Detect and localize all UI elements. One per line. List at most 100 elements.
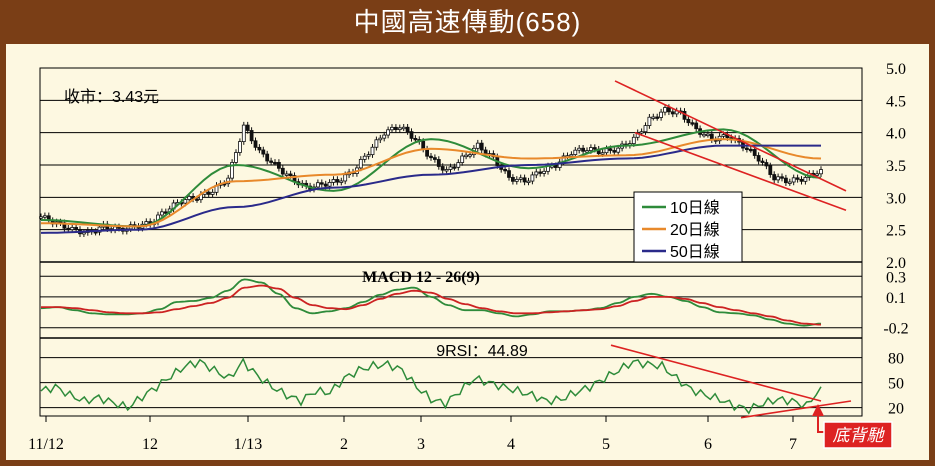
candle-body xyxy=(585,150,589,153)
candle-body xyxy=(429,155,433,159)
candle-body xyxy=(448,166,453,170)
candle-body xyxy=(507,170,511,178)
candle-body xyxy=(230,162,235,179)
candle-body xyxy=(780,176,784,179)
candle-body xyxy=(374,139,379,148)
candle-body xyxy=(530,174,535,182)
candle-body xyxy=(70,227,75,231)
candle-body xyxy=(159,211,164,216)
ma-line xyxy=(40,128,822,228)
rsi-tick-label: 20 xyxy=(888,401,904,418)
macd-title: MACD 12 - 26(9) xyxy=(362,269,480,286)
candle-body xyxy=(616,147,621,153)
x-tick-label: 7 xyxy=(789,436,797,453)
rsi-tick-label: 80 xyxy=(888,351,904,368)
candle-body xyxy=(390,126,394,131)
candle-body xyxy=(475,142,480,149)
candle-body xyxy=(569,154,574,157)
candle-body xyxy=(323,183,328,187)
candle-body xyxy=(195,198,199,201)
price-tick-label: 2.0 xyxy=(886,255,906,272)
candle-body xyxy=(608,148,613,151)
candle-body xyxy=(319,182,324,185)
candle-body xyxy=(288,173,293,176)
price-tick-label: 3.0 xyxy=(886,190,906,207)
candle-body xyxy=(768,165,773,175)
candle-body xyxy=(257,146,262,151)
candle-body xyxy=(791,177,796,183)
candle-body xyxy=(694,122,699,130)
candle-body xyxy=(378,137,383,141)
candle-body xyxy=(819,169,823,175)
rsi-trend-line-lower xyxy=(740,400,852,419)
candle-body xyxy=(553,165,558,168)
candle-body xyxy=(647,116,652,126)
x-tick-label: 1/13 xyxy=(234,436,262,453)
candle-body xyxy=(413,137,418,141)
candle-body xyxy=(787,181,792,184)
candle-body xyxy=(612,150,617,153)
candle-body xyxy=(343,174,348,182)
candle-body xyxy=(206,191,211,195)
candle-body xyxy=(468,154,472,157)
candle-body xyxy=(358,158,363,169)
candle-body xyxy=(464,154,469,158)
candle-body xyxy=(745,147,749,150)
candle-body xyxy=(514,179,519,182)
candle-body xyxy=(670,111,675,115)
candle-body xyxy=(534,171,539,176)
macd-tick-label: -0.2 xyxy=(883,321,908,338)
candle-body xyxy=(721,134,726,137)
candle-body xyxy=(183,199,188,204)
candle-body xyxy=(234,152,238,163)
candle-body xyxy=(66,227,71,231)
macd-line xyxy=(41,284,821,326)
candle-body xyxy=(43,215,47,218)
candle-body xyxy=(284,173,289,176)
candle-body xyxy=(542,170,546,174)
candle-body xyxy=(397,127,402,131)
legend-label: 20日線 xyxy=(670,221,720,239)
candle-body xyxy=(187,196,192,200)
candle-body xyxy=(795,177,800,180)
candle-body xyxy=(756,155,761,162)
candle-body xyxy=(592,147,597,150)
candle-body xyxy=(522,177,527,183)
price-tick-label: 3.5 xyxy=(886,158,906,175)
candle-body xyxy=(440,166,445,171)
candle-body xyxy=(273,161,277,165)
trend-line-upper xyxy=(614,80,847,192)
candle-body xyxy=(479,142,484,151)
x-tick-label: 12 xyxy=(142,436,158,453)
candle-body xyxy=(600,152,605,155)
candle-body xyxy=(409,131,414,139)
annotation-box xyxy=(823,421,893,449)
candle-body xyxy=(760,160,765,163)
candle-body xyxy=(764,162,769,167)
annotation-label: 底背馳 xyxy=(833,426,886,445)
candle-body xyxy=(748,148,753,152)
candle-body xyxy=(210,191,215,195)
price-tick-label: 5.0 xyxy=(886,61,906,78)
ma-line xyxy=(40,138,822,228)
candle-body xyxy=(655,116,660,119)
candle-body xyxy=(370,146,375,156)
candle-body xyxy=(604,148,609,154)
candle-body xyxy=(752,149,757,156)
candle-body xyxy=(405,126,410,133)
stock-chart: 5.0 4.5 4.0 3.5 3.0 2.5 2.0 10日線 20日線 50日線 0.3 0.… xyxy=(28,61,909,453)
annotation-arrow-shaft xyxy=(817,416,824,433)
candle-body xyxy=(163,211,168,214)
candle-body xyxy=(706,133,710,137)
candle-body xyxy=(393,126,398,131)
candle-body xyxy=(327,182,332,187)
legend-label: 10日線 xyxy=(670,199,720,217)
rsi-line xyxy=(40,357,822,415)
candle-body xyxy=(538,171,543,174)
candle-body xyxy=(444,169,449,172)
candle-body xyxy=(253,140,258,148)
candle-body xyxy=(690,122,695,125)
candle-body xyxy=(659,111,663,118)
x-tick-label: 4 xyxy=(507,436,515,453)
trend-line-lower xyxy=(634,131,847,212)
